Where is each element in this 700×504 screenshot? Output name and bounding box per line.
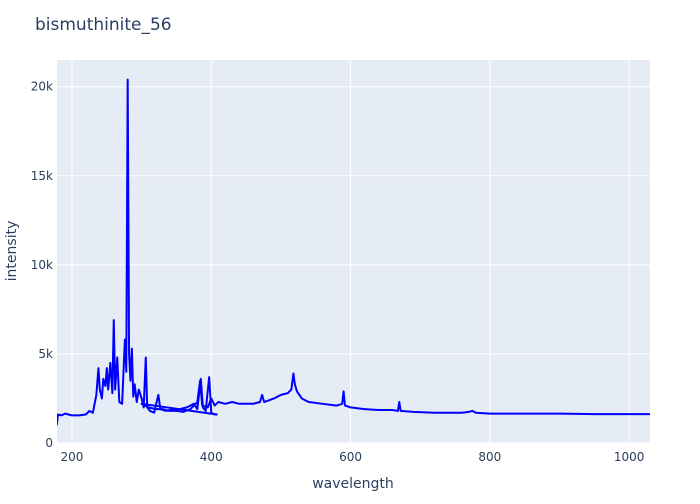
chart-title: bismuthinite_56 <box>35 15 172 35</box>
x-axis-title: wavelength <box>312 476 394 492</box>
y-tick-label: 15k <box>31 169 53 183</box>
y-tick-label: 5k <box>38 347 53 361</box>
plot-background <box>57 60 650 443</box>
line <box>57 78 650 426</box>
x-tick-label: 200 <box>61 450 84 464</box>
x-tick-label: 600 <box>339 450 362 464</box>
y-axis-title: intensity <box>4 221 20 282</box>
y-tick-label: 20k <box>31 80 53 94</box>
x-tick-label: 1000 <box>614 450 645 464</box>
y-tick-label: 10k <box>31 258 53 272</box>
y-tick-label: 0 <box>45 436 53 450</box>
x-tick-label: 800 <box>478 450 501 464</box>
x-tick-label: 400 <box>200 450 223 464</box>
